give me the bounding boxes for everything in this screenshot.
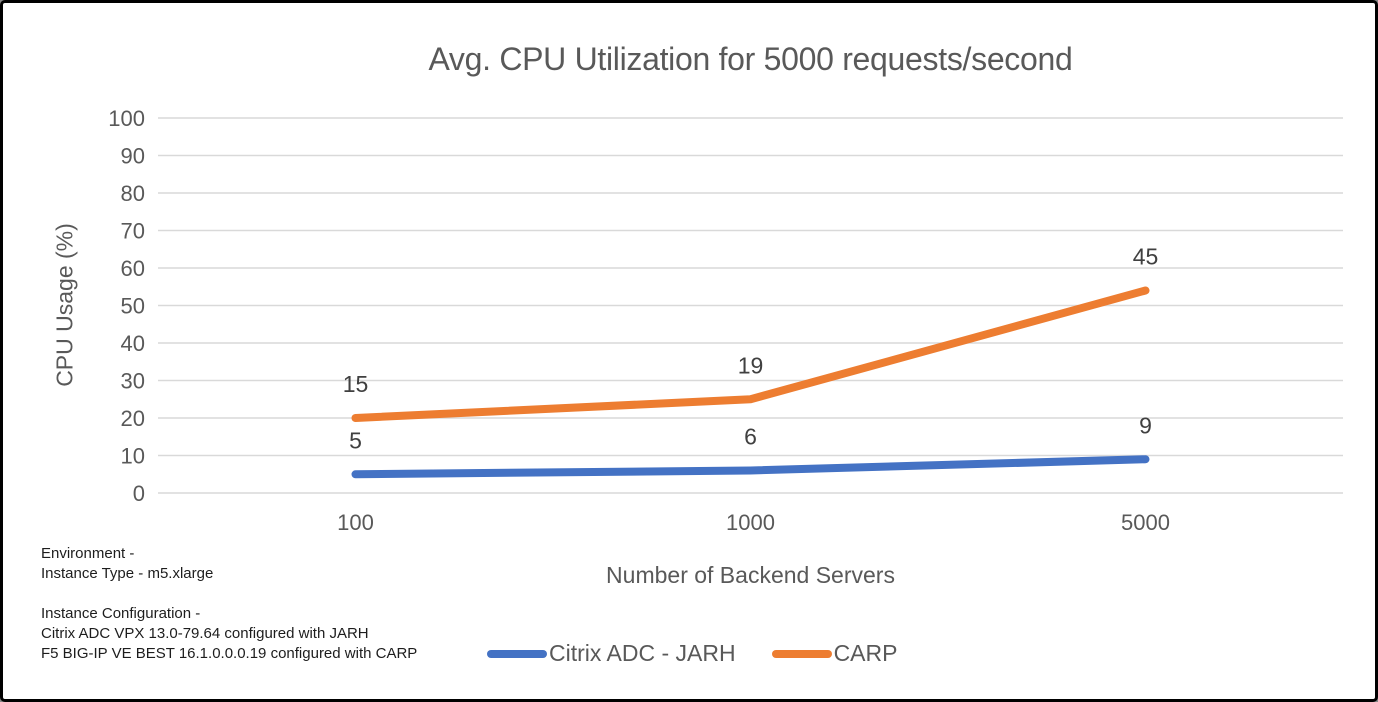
- chart-legend: Citrix ADC - JARH CARP: [487, 640, 897, 667]
- series-line-1: [351, 286, 1150, 422]
- configuration-line-citrix: Citrix ADC VPX 13.0-79.64 configured wit…: [41, 625, 369, 642]
- y-tick-label: 20: [121, 406, 145, 431]
- data-label: 45: [1133, 244, 1159, 270]
- data-label: 15: [343, 371, 369, 397]
- configuration-title: Instance Configuration -: [41, 605, 201, 622]
- x-tick-label: 1000: [726, 510, 775, 535]
- y-tick-label: 90: [121, 144, 145, 169]
- instance-type-line: Instance Type - m5.xlarge: [41, 565, 214, 582]
- environment-notes: Environment - Instance Type - m5.xlarge …: [41, 544, 417, 664]
- y-tick-label: 60: [121, 256, 145, 281]
- y-tick-label: 50: [121, 294, 145, 319]
- x-tick-label: 100: [337, 510, 374, 535]
- environment-note-block: Environment - Instance Type - m5.xlarge: [41, 544, 417, 584]
- data-label: 19: [738, 352, 764, 378]
- legend-label-carp: CARP: [833, 640, 898, 666]
- y-tick-label: 100: [108, 106, 145, 131]
- y-tick-label: 70: [121, 219, 145, 244]
- legend-item-citrix-adc-jarh: Citrix ADC - JARH: [487, 640, 736, 667]
- legend-swatch-orange-line-icon: [771, 649, 832, 658]
- data-label: 6: [744, 424, 757, 450]
- legend-label-citrix-adc-jarh: Citrix ADC - JARH: [549, 640, 736, 666]
- data-label: 9: [1139, 412, 1152, 438]
- environment-title: Environment -: [41, 545, 135, 562]
- chart-title: Avg. CPU Utilization for 5000 requests/s…: [428, 41, 1073, 77]
- legend-swatch-blue-line-icon: [487, 649, 547, 658]
- cpu-utilization-line-chart: 0 10 20 30 40 50 60 70 80 90 100 100 1000 5000 5 6 9 15 19…: [108, 106, 1343, 535]
- configuration-note-block: Instance Configuration - Citrix ADC VPX …: [41, 604, 417, 664]
- y-tick-label: 80: [121, 181, 145, 206]
- data-label: 5: [349, 427, 362, 453]
- y-tick-label: 40: [121, 331, 145, 356]
- y-tick-label: 10: [121, 444, 145, 469]
- series-line-0: [351, 455, 1150, 479]
- y-tick-label: 0: [133, 481, 145, 506]
- x-tick-label: 5000: [1121, 510, 1170, 535]
- y-tick-label: 30: [121, 369, 145, 394]
- x-axis-title: Number of Backend Servers: [606, 562, 895, 588]
- legend-item-carp: CARP: [771, 640, 898, 667]
- configuration-line-f5: F5 BIG-IP VE BEST 16.1.0.0.0.19 configur…: [41, 645, 418, 662]
